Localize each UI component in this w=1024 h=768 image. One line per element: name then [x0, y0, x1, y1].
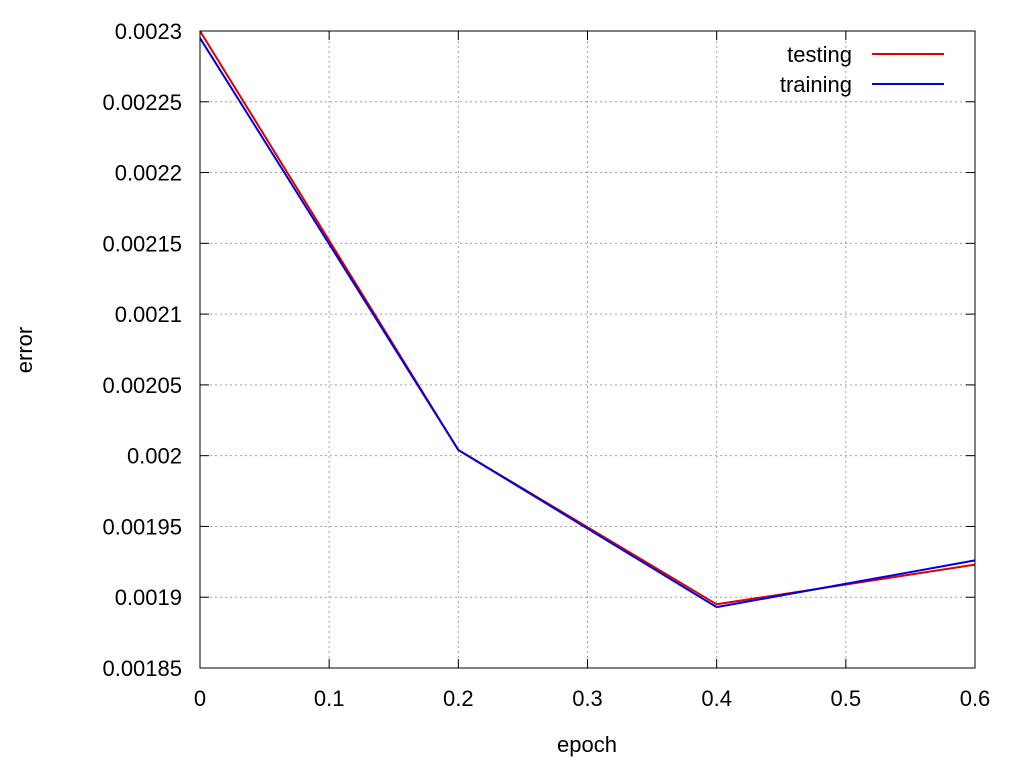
y-tick-label: 0.0023 [115, 19, 182, 44]
series-line-training [199, 37, 976, 609]
x-tick-label: 0.4 [701, 686, 732, 711]
legend: testing training [780, 42, 944, 97]
y-axis-tick-labels: 0.00185 0.0019 0.00195 0.002 0.00205 0.0021 0.… [102, 19, 182, 681]
x-tick-label: 0.1 [314, 686, 345, 711]
y-tick-label: 0.0022 [115, 161, 182, 186]
legend-label-testing: testing [787, 42, 852, 67]
x-tick-label: 0.6 [960, 686, 991, 711]
axis-ticks [199, 30, 976, 669]
y-tick-label: 0.00205 [102, 373, 182, 398]
y-axis-title: error [12, 327, 37, 373]
x-axis-title: epoch [557, 732, 617, 757]
grid [200, 31, 975, 668]
legend-label-training: training [780, 72, 852, 97]
y-tick-label: 0.0021 [115, 302, 182, 327]
x-tick-label: 0.3 [572, 686, 603, 711]
y-tick-label: 0.0019 [115, 585, 182, 610]
y-tick-label: 0.002 [127, 444, 182, 469]
x-tick-label: 0 [194, 686, 206, 711]
y-tick-label: 0.00225 [102, 90, 182, 115]
y-tick-label: 0.00195 [102, 514, 182, 539]
x-tick-label: 0.5 [831, 686, 862, 711]
series-layer [199, 30, 976, 609]
x-axis-tick-labels: 0 0.1 0.2 0.3 0.4 0.5 0.6 [194, 686, 990, 711]
y-tick-label: 0.00185 [102, 656, 182, 681]
y-tick-label: 0.00215 [102, 231, 182, 256]
x-tick-label: 0.2 [443, 686, 474, 711]
